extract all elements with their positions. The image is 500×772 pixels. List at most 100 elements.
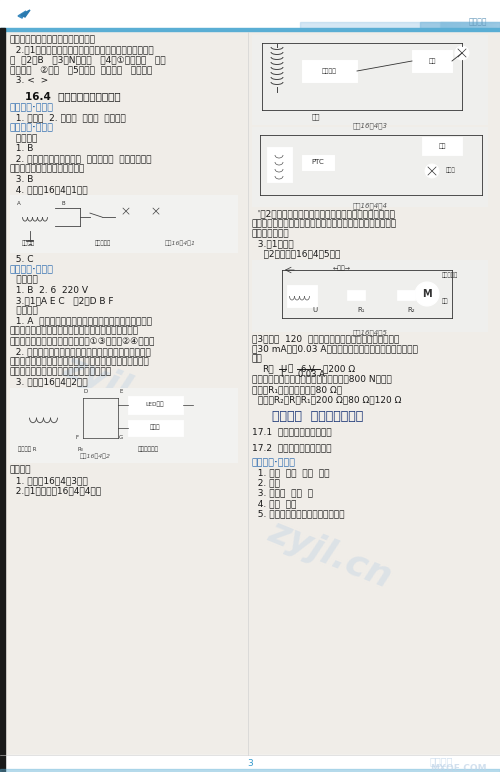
Text: 第十七章  电动机与发电机: 第十七章 电动机与发电机 <box>272 411 363 424</box>
Bar <box>479 22 480 30</box>
Text: 弱，可能造成误动作；控制电路部分始终耗电。（其他答案只: 弱，可能造成误动作；控制电路部分始终耗电。（其他答案只 <box>252 219 397 229</box>
Text: 1. 如答图16－4－3所示: 1. 如答图16－4－3所示 <box>10 476 88 485</box>
Bar <box>10 388 238 462</box>
Bar <box>445 22 446 30</box>
Text: R₁: R₁ <box>357 307 364 313</box>
Text: 指示灯: 指示灯 <box>446 168 456 173</box>
Text: 光敏电阻: 光敏电阻 <box>22 241 35 246</box>
Bar <box>470 22 471 30</box>
Bar <box>10 195 238 253</box>
Bar <box>300 22 500 29</box>
Text: 合作探究·新课堂: 合作探究·新课堂 <box>10 124 54 133</box>
Bar <box>497 22 498 30</box>
Bar <box>446 22 447 30</box>
Text: R＝: R＝ <box>262 364 274 374</box>
Bar <box>499 22 500 30</box>
Bar <box>482 22 483 30</box>
Bar <box>457 22 458 30</box>
Text: ＝200 Ω: ＝200 Ω <box>323 364 355 374</box>
Text: 3: 3 <box>247 760 253 768</box>
Bar <box>0 769 500 772</box>
Text: 自主预习·新发现: 自主预习·新发现 <box>252 458 296 467</box>
Text: 能力展示: 能力展示 <box>10 306 38 315</box>
Bar <box>252 127 488 207</box>
Text: 2. 通电导体周围存在磁场  电路的开关  通过对低压电: 2. 通电导体周围存在磁场 电路的开关 通过对低压电 <box>10 154 152 164</box>
Bar <box>467 22 468 30</box>
Bar <box>459 22 460 30</box>
Text: M: M <box>422 289 432 299</box>
Circle shape <box>455 46 469 60</box>
Bar <box>302 60 357 82</box>
Bar <box>443 22 444 30</box>
Bar <box>493 22 494 30</box>
Text: 4. 如答图16－4－1所示: 4. 如答图16－4－1所示 <box>10 185 88 194</box>
Bar <box>456 22 457 30</box>
Text: （变大）   ②变大   （5）越强  多（少）   强（弱）: （变大） ②变大 （5）越强 多（少） 强（弱） <box>10 66 152 75</box>
Text: 17.1  关于电动机转动的猜想: 17.1 关于电动机转动的猜想 <box>252 428 332 436</box>
Text: 赛试提高: 赛试提高 <box>10 466 32 475</box>
Bar <box>488 22 489 30</box>
Bar <box>474 22 475 30</box>
Bar <box>486 22 487 30</box>
Bar <box>492 22 493 30</box>
Bar <box>468 22 469 30</box>
Bar <box>397 290 415 300</box>
Text: 由图乙中的图象可知，答案受到的压力为800 N时，压: 由图乙中的图象可知，答案受到的压力为800 N时，压 <box>252 374 392 384</box>
Text: 3.（1）减小: 3.（1）减小 <box>252 239 294 249</box>
Bar <box>10 388 238 462</box>
Text: 课堂练习: 课堂练习 <box>10 134 37 143</box>
Text: 答图16－4－1: 答图16－4－1 <box>165 241 196 246</box>
Bar <box>496 22 497 30</box>
Text: 2.（1）滑动变阻器金属杆右端（或左端）与开关左端相: 2.（1）滑动变阻器金属杆右端（或左端）与开关左端相 <box>10 46 154 54</box>
Text: 4. 平衡  方向: 4. 平衡 方向 <box>252 499 296 508</box>
Bar <box>440 22 441 30</box>
Text: 闭合。这时工作电路接通，电铃就响起来。: 闭合。这时工作电路接通，电铃就响起来。 <box>10 367 112 376</box>
Text: 1. A  解析：利用安培定则，闭合开关后，可判断电磁: 1. A 解析：利用安培定则，闭合开关后，可判断电磁 <box>10 317 152 325</box>
Text: R₂: R₂ <box>407 307 414 313</box>
Text: 力传感器: 力传感器 <box>322 68 336 74</box>
Bar <box>477 22 478 30</box>
Text: R₀: R₀ <box>78 447 84 452</box>
Bar <box>452 22 453 30</box>
Text: 3. 安培力  磁场  力: 3. 安培力 磁场 力 <box>252 489 313 498</box>
Bar <box>20 203 55 231</box>
Text: 巩固提高·新空间: 巩固提高·新空间 <box>10 266 54 274</box>
Bar <box>464 22 465 30</box>
Bar <box>252 35 488 125</box>
Bar <box>302 155 334 170</box>
Bar <box>472 22 473 30</box>
Bar <box>489 22 490 30</box>
Bar <box>128 396 183 414</box>
Text: 16.4  电磁继电器与自动控制: 16.4 电磁继电器与自动控制 <box>25 91 120 101</box>
Bar <box>442 22 443 30</box>
Text: 敏电阻R₁对应的阻值约为80 Ω。: 敏电阻R₁对应的阻值约为80 Ω。 <box>252 385 342 394</box>
Bar <box>451 22 452 30</box>
Text: PTC: PTC <box>312 159 324 165</box>
Text: 17.2  探究电动机转动的原理: 17.2 探究电动机转动的原理 <box>252 443 332 452</box>
Text: 1. 转子  定子  线圈  磁体: 1. 转子 定子 线圈 磁体 <box>252 469 330 477</box>
Text: 答图16－4－5: 答图16－4－5 <box>352 329 388 336</box>
Text: 路的控制来控制高压电路的通断: 路的控制来控制高压电路的通断 <box>10 164 85 174</box>
Bar <box>420 22 500 29</box>
Bar <box>476 22 477 30</box>
Text: zyjl.cn: zyjl.cn <box>58 350 192 430</box>
Text: zyjl.cn: zyjl.cn <box>264 515 396 595</box>
Bar <box>491 22 492 30</box>
Text: 3. 如答图16－4－2所示: 3. 如答图16－4－2所示 <box>10 378 88 387</box>
Bar <box>462 22 463 30</box>
Bar <box>449 22 450 30</box>
Text: 答图16－4－3: 答图16－4－3 <box>352 122 388 129</box>
Text: 答案乐园: 答案乐园 <box>430 756 454 766</box>
Circle shape <box>415 282 439 306</box>
Text: D: D <box>84 388 88 394</box>
Bar <box>460 22 461 30</box>
Bar <box>252 35 488 125</box>
Bar <box>450 22 451 30</box>
Bar <box>463 22 464 30</box>
Bar <box>441 22 442 30</box>
Bar <box>461 22 462 30</box>
Bar <box>252 260 488 332</box>
Bar <box>0 28 5 772</box>
Text: 接触时，电磁铁就有电流通过，产生磁性吸引触点，使开关: 接触时，电磁铁就有电流通过，产生磁性吸引触点，使开关 <box>10 357 150 366</box>
Text: 3. <  >: 3. < > <box>10 76 48 85</box>
